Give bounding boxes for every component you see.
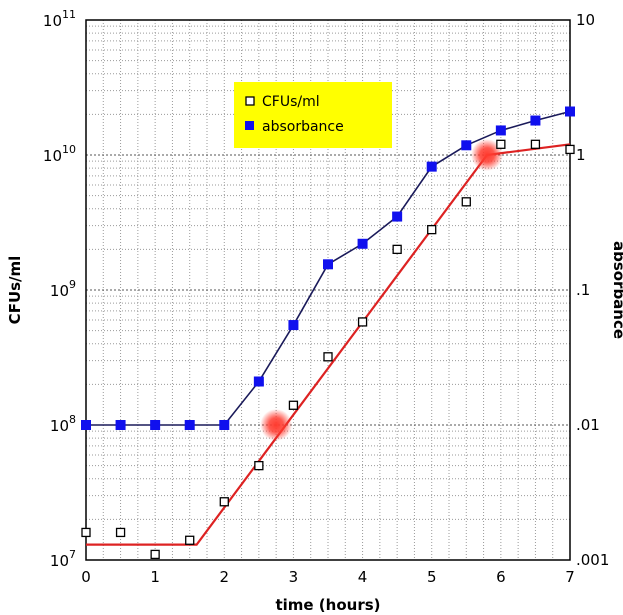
data-point-cfus xyxy=(496,139,506,149)
y-left-tick-label: 109 xyxy=(50,278,76,300)
y-right-tick-label: .1 xyxy=(576,281,590,299)
data-point-absorbance xyxy=(288,320,299,331)
tick-base: 10 xyxy=(50,417,69,435)
data-point-absorbance xyxy=(495,125,506,136)
y-axis-title-right: absorbance xyxy=(610,241,623,339)
y-right-tick-label: 1 xyxy=(576,146,586,164)
legend-label-cfus: CFUs/ml xyxy=(262,94,320,110)
y-axis-title-left: CFUs/ml xyxy=(6,256,24,325)
data-point-cfus xyxy=(219,497,229,507)
fit-line-group xyxy=(86,139,571,546)
data-point-cfus xyxy=(392,244,402,255)
x-tick-labels: 0 1 2 3 4 5 6 7 xyxy=(81,568,575,586)
data-point-absorbance xyxy=(565,106,575,117)
data-point-absorbance xyxy=(150,420,161,430)
data-point-cfus xyxy=(323,352,333,362)
data-point-absorbance xyxy=(392,211,403,222)
tick-base: 10 xyxy=(50,552,69,570)
y-left-tick-label: 108 xyxy=(50,413,76,435)
tick-exponent: 10 xyxy=(62,143,76,156)
x-tick-label: 3 xyxy=(289,568,299,586)
data-point-absorbance xyxy=(253,376,264,387)
y-right-tick-labels: .001 .01 .1 1 10 xyxy=(576,11,609,569)
x-tick-label: 4 xyxy=(358,568,368,586)
y-right-tick-label: .01 xyxy=(576,416,600,434)
x-tick-label: 1 xyxy=(150,568,160,586)
y-left-tick-label: 107 xyxy=(50,548,76,570)
data-point-cfus xyxy=(81,527,91,538)
data-point-absorbance xyxy=(426,161,437,172)
tick-exponent: 7 xyxy=(69,548,76,561)
series-group xyxy=(81,106,575,560)
data-point-cfus xyxy=(115,527,126,538)
plot-frame xyxy=(85,19,571,561)
data-point-cfus xyxy=(288,400,299,410)
data-point-absorbance xyxy=(219,420,230,430)
y-left-tick-label: 1010 xyxy=(43,143,76,165)
y-right-tick-label: 10 xyxy=(576,11,595,29)
y-right-tick-label: .001 xyxy=(576,551,609,569)
tick-base: 10 xyxy=(50,282,69,300)
data-point-cfus xyxy=(150,549,160,560)
data-point-cfus xyxy=(461,197,471,207)
data-point-cfus xyxy=(530,139,541,149)
data-point-cfus xyxy=(254,460,264,471)
y-left-tick-label: 1011 xyxy=(43,8,76,30)
x-axis-title: time (hours) xyxy=(275,596,380,614)
tick-base: 10 xyxy=(43,12,62,30)
x-tick-label: 5 xyxy=(427,568,437,586)
data-point-cfus xyxy=(185,535,195,545)
legend: CFUs/ml absorbance xyxy=(234,82,392,148)
tick-base: 10 xyxy=(43,147,62,165)
data-point-cfus xyxy=(427,224,437,235)
data-point-absorbance xyxy=(357,238,368,249)
x-tick-label: 0 xyxy=(81,568,91,586)
legend-marker-absorbance xyxy=(245,121,254,130)
highlight-point xyxy=(260,409,293,441)
data-point-absorbance xyxy=(530,115,541,126)
data-point-absorbance xyxy=(115,420,126,430)
x-tick-label: 7 xyxy=(565,568,575,586)
legend-background xyxy=(234,82,392,148)
data-point-absorbance xyxy=(184,420,195,430)
data-point-absorbance xyxy=(461,140,472,151)
legend-marker-cfus xyxy=(245,96,255,106)
x-tick-label: 2 xyxy=(220,568,230,586)
tick-exponent: 9 xyxy=(69,278,76,291)
data-point-absorbance xyxy=(323,259,333,270)
highlight-point xyxy=(471,139,504,171)
data-point-cfus xyxy=(357,317,368,327)
x-tick-label: 6 xyxy=(496,568,506,586)
tick-exponent: 8 xyxy=(69,413,76,426)
tick-exponent: 11 xyxy=(62,8,76,21)
data-point-absorbance xyxy=(81,420,91,430)
fit-line xyxy=(86,143,571,546)
legend-label-absorbance: absorbance xyxy=(262,119,344,135)
data-point-cfus xyxy=(565,144,575,155)
